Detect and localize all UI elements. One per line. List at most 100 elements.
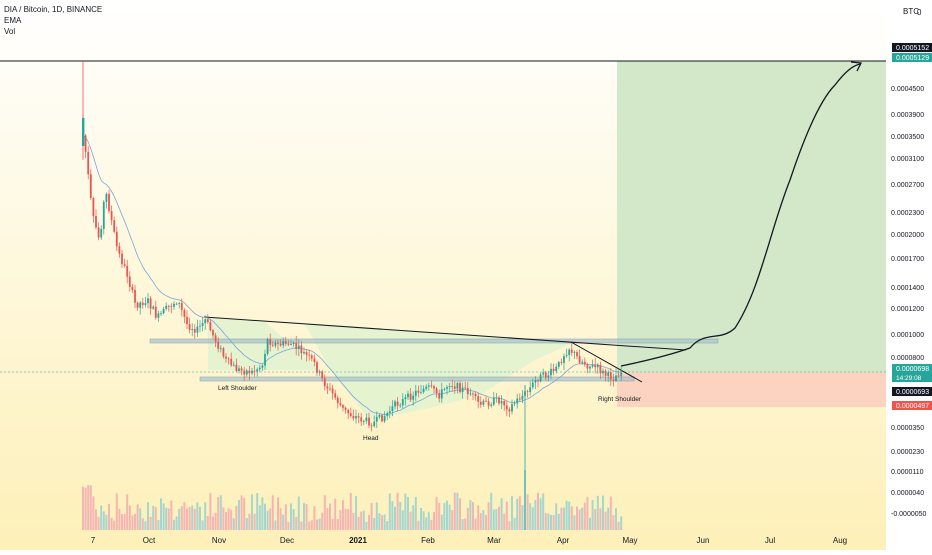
volume-bar: [162, 503, 165, 530]
volume-bar: [313, 506, 316, 530]
candle-body: [542, 372, 545, 375]
candle-body: [375, 416, 378, 422]
candle-body: [110, 211, 113, 221]
projection-arrow-path[interactable]: [620, 63, 861, 367]
candle-body: [388, 411, 391, 413]
price-label: 14:29:08: [896, 375, 922, 382]
volume-bar: [256, 493, 259, 530]
symbol-title[interactable]: DIA / Bitcoin, 1D, BINANCE: [4, 5, 103, 14]
candle-body: [347, 409, 350, 414]
volume-bar: [401, 510, 404, 530]
candle-body: [248, 370, 251, 374]
candle-body: [269, 339, 272, 345]
volume-bar: [477, 505, 480, 530]
candle-body: [539, 374, 542, 382]
candle-body: [495, 397, 498, 399]
x-tick-label: Feb: [421, 536, 435, 545]
volume-bar: [594, 509, 597, 530]
candle-body: [204, 319, 207, 324]
candle-body: [152, 306, 155, 309]
volume-bar: [568, 501, 571, 530]
candle-body: [144, 303, 147, 305]
candle-body: [422, 388, 425, 392]
profit-zone[interactable]: [617, 61, 886, 372]
candle-body: [321, 371, 324, 379]
volume-bar: [399, 501, 402, 530]
candle-body: [503, 401, 506, 406]
volume-bar: [95, 509, 97, 530]
price-label-box: [892, 401, 932, 410]
candle-body: [586, 364, 589, 369]
candle-body: [526, 391, 529, 393]
candle-body: [139, 302, 142, 308]
volume-bar: [500, 498, 503, 530]
neckline-band-upper[interactable]: [149, 338, 719, 344]
annotation-right-shoulder: Right Shoulder: [598, 396, 642, 403]
y-tick-label: 0.0004500: [891, 86, 924, 93]
candle-body: [253, 370, 256, 372]
volume-bar: [495, 509, 498, 530]
candle-body: [469, 393, 472, 395]
volume-bar: [537, 492, 539, 530]
candle-body: [219, 348, 222, 350]
volume-bar: [498, 506, 500, 530]
candle-body: [95, 215, 97, 228]
candle-body: [500, 401, 503, 404]
currency-label: BTC: [903, 7, 919, 16]
x-tick-label: Apr: [557, 536, 570, 545]
volume-bar: [191, 505, 194, 530]
candle-body: [173, 303, 175, 307]
volume-bar: [121, 514, 123, 530]
candle-body: [209, 322, 212, 331]
candle-body: [297, 345, 300, 350]
volume-bar: [466, 507, 469, 530]
candle-body: [440, 389, 443, 399]
indicator-ema-label[interactable]: EMA: [4, 16, 22, 25]
time-axis-ticks[interactable]: 7 Oct Nov Dec 2021 Feb Mar Apr May Jun Jul Aug: [91, 536, 847, 545]
candle-body: [245, 370, 248, 375]
volume-bar: [186, 508, 188, 530]
indicator-vol-label[interactable]: Vol: [4, 27, 16, 36]
candle-body: [128, 276, 131, 287]
volume-bar: [607, 507, 610, 530]
volume-bar: [565, 500, 568, 530]
candle-body: [607, 372, 610, 376]
volume-bar: [264, 503, 266, 530]
price-label-box: [892, 364, 932, 373]
candle-body: [121, 253, 123, 265]
candle-body: [417, 390, 420, 393]
price-axis-ticks[interactable]: 0.0004500 0.0003900 0.0003500 0.0003100 0.00…: [891, 86, 927, 518]
volume-bar: [157, 520, 160, 530]
candle-body: [206, 319, 209, 323]
volume-bar: [92, 496, 95, 530]
candle-body: [349, 413, 352, 417]
volume-bar: [214, 512, 217, 530]
neckline-trendline[interactable]: [203, 316, 687, 351]
volume-bar: [435, 496, 438, 530]
volume-bar: [349, 493, 352, 530]
loss-zone[interactable]: [617, 372, 886, 407]
candle-body: [583, 361, 586, 365]
volume-bar: [612, 515, 615, 530]
x-tick-label: Mar: [487, 536, 501, 545]
volume-bar: [433, 512, 435, 530]
candle-body: [188, 323, 191, 330]
candle-body: [108, 193, 110, 212]
volume-bar: [620, 516, 623, 530]
candle-body: [534, 380, 537, 383]
volume-bar: [461, 519, 464, 530]
candle-body: [97, 227, 100, 238]
volume-bar: [219, 495, 222, 530]
ema-line: [82, 135, 622, 415]
annotation-head: Head: [363, 435, 379, 442]
candle-body: [199, 325, 201, 327]
y-tick-label: 0.0001700: [891, 256, 924, 263]
candle-body: [191, 329, 194, 330]
volume-bar: [503, 513, 506, 530]
neckline-band-lower[interactable]: [199, 376, 635, 382]
candle-body: [552, 368, 555, 372]
wedge-trendline[interactable]: [570, 341, 643, 383]
y-tick-label: 0.0000110: [891, 469, 924, 476]
